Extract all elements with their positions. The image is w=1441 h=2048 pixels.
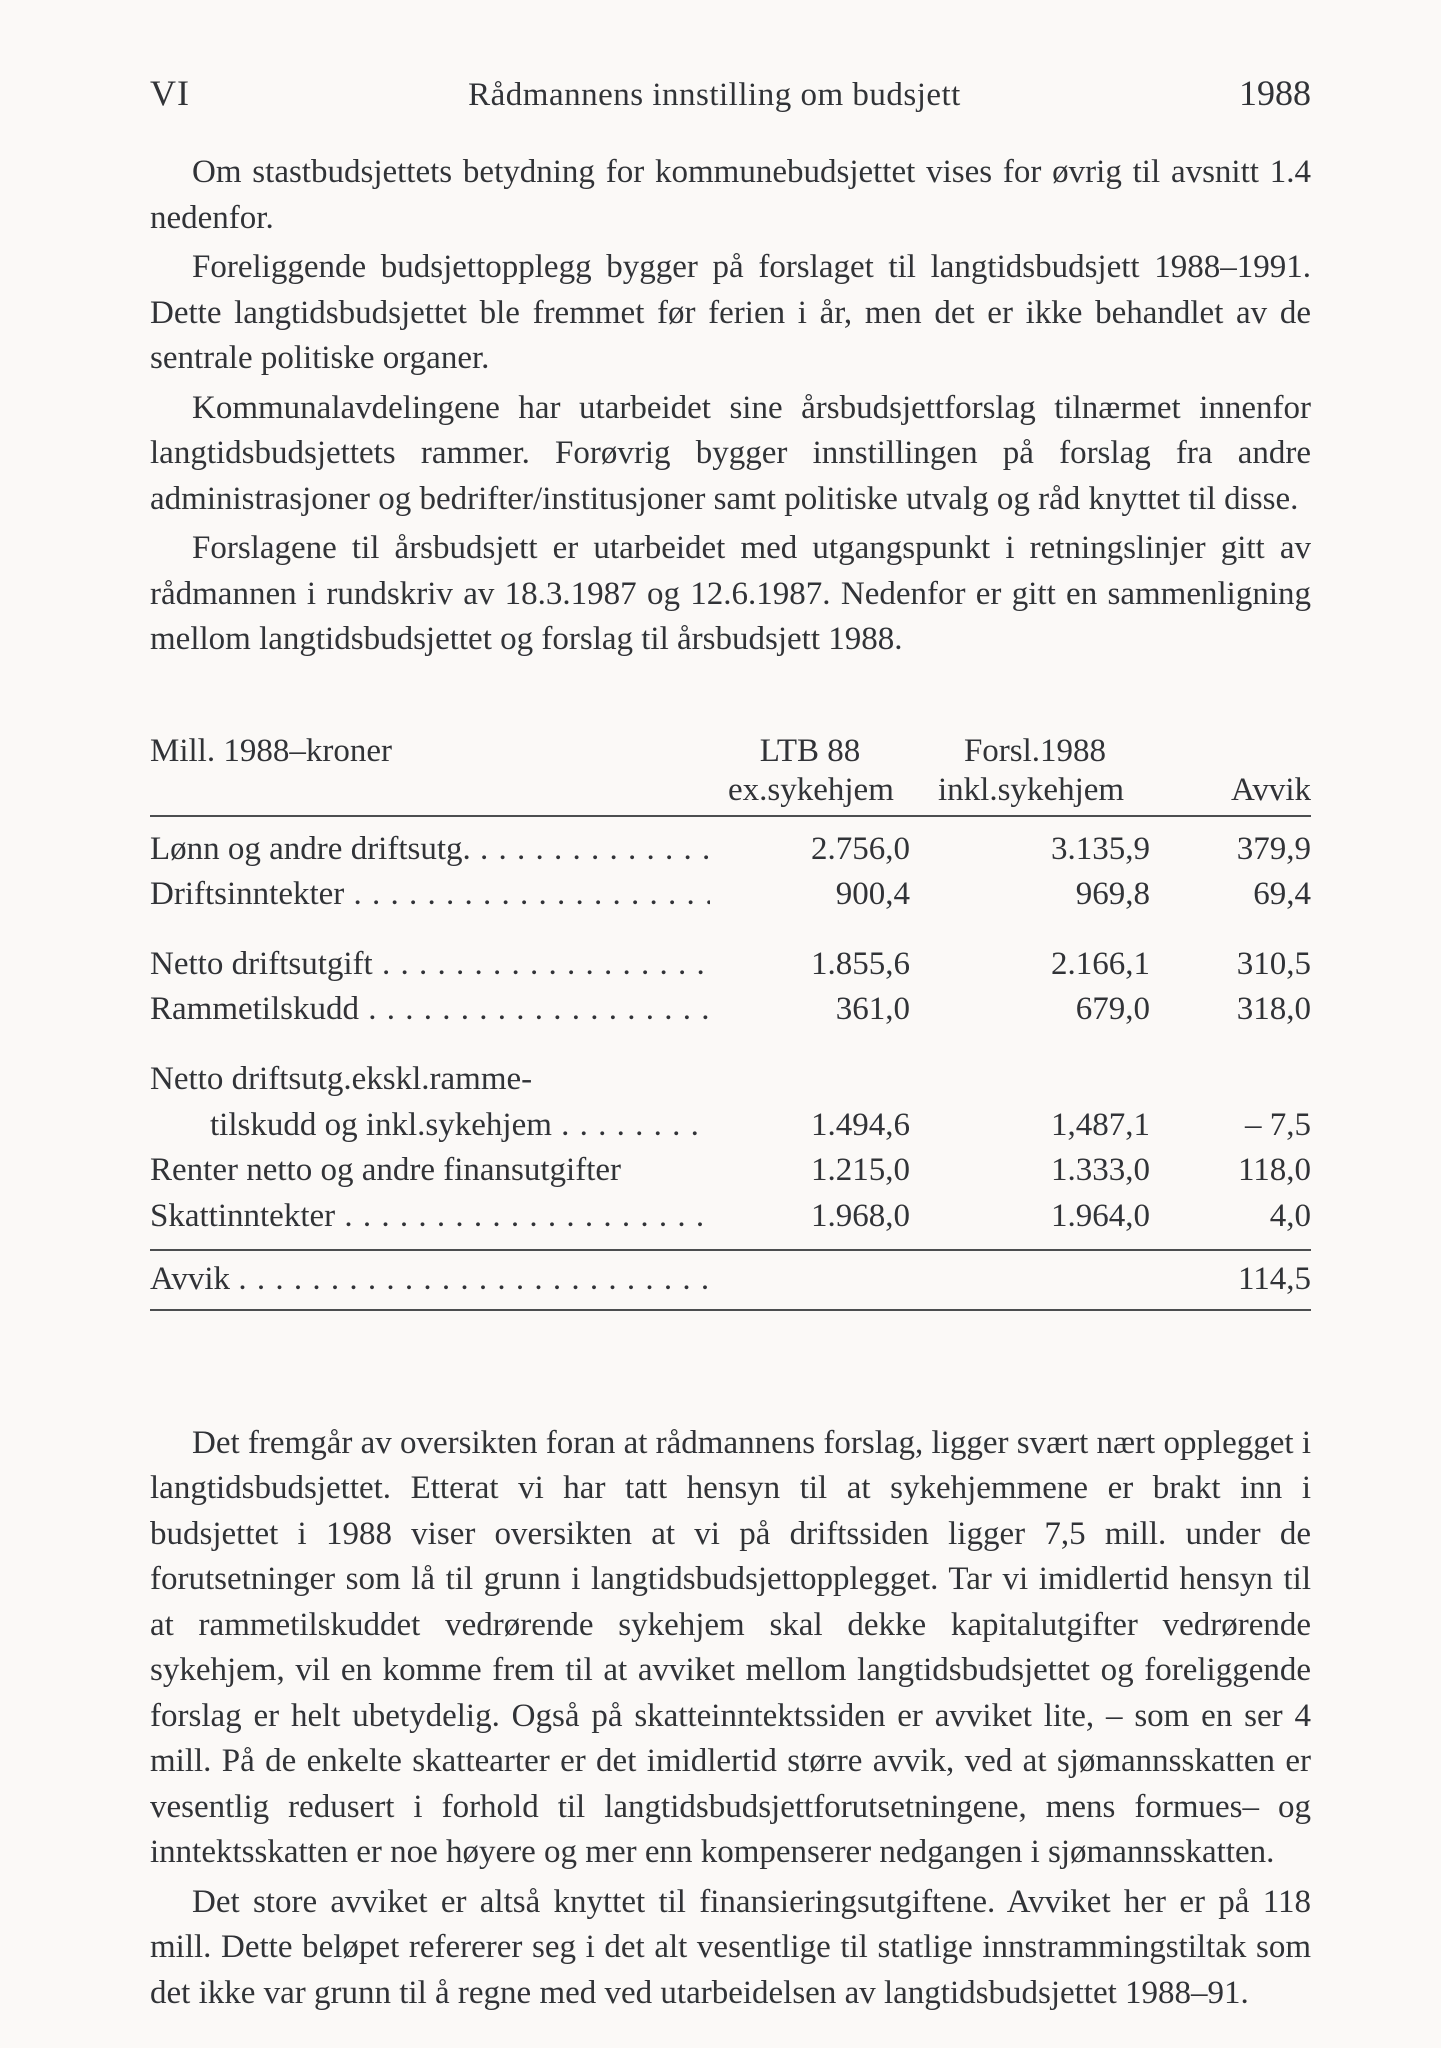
cell-avvik: 318,0 bbox=[1160, 987, 1311, 1033]
cell-ltb: 1.968,0 bbox=[710, 1194, 920, 1240]
footer-a bbox=[710, 1257, 920, 1303]
cell-avvik: 310,5 bbox=[1160, 942, 1311, 988]
cell-ltb bbox=[710, 1057, 920, 1103]
table-footer-row: Avvik 114,5 bbox=[150, 1249, 1311, 1311]
dots bbox=[552, 1107, 710, 1143]
cell-avvik bbox=[1160, 1057, 1311, 1103]
col-exsykehjem: ex.sykehjem bbox=[710, 772, 938, 809]
row-label: Netto driftsutgift bbox=[150, 942, 710, 988]
row-label: Netto driftsutg.ekskl.ramme- bbox=[150, 1057, 710, 1103]
dots bbox=[471, 831, 710, 867]
cell-forsl: 1.333,0 bbox=[920, 1148, 1160, 1194]
document-page: VI Rådmannens innstilling om budsjett 19… bbox=[0, 0, 1441, 2048]
paragraph: Det store avviket er altså knyttet til f… bbox=[150, 1880, 1311, 2017]
footer-c: 114,5 bbox=[1160, 1257, 1311, 1303]
cell-forsl: 3.135,9 bbox=[920, 827, 1160, 873]
table-body: Lønn og andre driftsutg.2.756,03.135,937… bbox=[150, 827, 1311, 1239]
table-row: Netto driftsutg.ekskl.ramme- bbox=[150, 1057, 1311, 1103]
table-row: Rammetilskudd361,0679,0318,0 bbox=[150, 987, 1311, 1033]
paragraph: Foreliggende budsjettopplegg bygger på f… bbox=[150, 245, 1311, 382]
table-group: Netto driftsutgift1.855,62.166,1310,5Ram… bbox=[150, 942, 1311, 1033]
table-caption: Mill. 1988–kroner bbox=[150, 733, 710, 770]
col-inklsykehjem: inkl.sykehjem bbox=[938, 772, 1178, 809]
col-ltb-header: LTB 88 bbox=[710, 733, 920, 770]
paragraph: Det fremgår av oversikten foran at rådma… bbox=[150, 1421, 1311, 1876]
dots bbox=[344, 876, 710, 912]
cell-avvik: – 7,5 bbox=[1160, 1103, 1311, 1149]
col-avvik-header: Avvik bbox=[1178, 772, 1311, 809]
cell-avvik: 4,0 bbox=[1160, 1194, 1311, 1240]
row-label: Skattinntekter bbox=[150, 1194, 710, 1240]
cell-forsl: 679,0 bbox=[920, 987, 1160, 1033]
table-row: Netto driftsutgift1.855,62.166,1310,5 bbox=[150, 942, 1311, 988]
row-label: Lønn og andre driftsutg. bbox=[150, 827, 710, 873]
col-forsl-header: Forsl.1988 bbox=[920, 733, 1160, 770]
footer-dots bbox=[238, 1261, 710, 1297]
cell-ltb: 900,4 bbox=[710, 872, 920, 918]
cell-forsl bbox=[920, 1057, 1160, 1103]
table-row: Skattinntekter1.968,01.964,04,0 bbox=[150, 1194, 1311, 1240]
cell-ltb: 361,0 bbox=[710, 987, 920, 1033]
table-group: Lønn og andre driftsutg.2.756,03.135,937… bbox=[150, 827, 1311, 918]
paragraph: Kommunalavdelingene har utarbeidet sine … bbox=[150, 386, 1311, 523]
table-row: tilskudd og inkl.sykehjem1.494,61,487,1–… bbox=[150, 1103, 1311, 1149]
row-label: Driftsinntekter bbox=[150, 872, 710, 918]
paragraph: Forslagene til årsbudsjett er utarbeidet… bbox=[150, 526, 1311, 663]
top-paragraphs: Om stastbudsjettets betydning for kommun… bbox=[150, 150, 1311, 663]
table-header-row2: ex.sykehjem inkl.sykehjem Avvik bbox=[150, 772, 1311, 817]
cell-forsl: 1,487,1 bbox=[920, 1103, 1160, 1149]
row-label: Rammetilskudd bbox=[150, 987, 710, 1033]
dots bbox=[373, 946, 710, 982]
footer-b bbox=[920, 1257, 1160, 1303]
budget-table: Mill. 1988–kroner LTB 88 Forsl.1988 ex.s… bbox=[150, 733, 1311, 1311]
table-row: Driftsinntekter900,4969,869,4 bbox=[150, 872, 1311, 918]
cell-avvik: 118,0 bbox=[1160, 1148, 1311, 1194]
header-right: 1988 bbox=[1239, 72, 1311, 114]
table-row: Lønn og andre driftsutg.2.756,03.135,937… bbox=[150, 827, 1311, 873]
cell-ltb: 1.855,6 bbox=[710, 942, 920, 988]
paragraph: Om stastbudsjettets betydning for kommun… bbox=[150, 150, 1311, 241]
header-center: Rådmannens innstilling om budsjett bbox=[468, 77, 961, 114]
dots bbox=[335, 1198, 710, 1234]
row-label: tilskudd og inkl.sykehjem bbox=[150, 1103, 710, 1149]
col-avvik-header-blank bbox=[1160, 733, 1311, 770]
row-label: Renter netto og andre finansutgifter bbox=[150, 1148, 710, 1194]
cell-ltb: 1.494,6 bbox=[710, 1103, 920, 1149]
cell-forsl: 1.964,0 bbox=[920, 1194, 1160, 1240]
page-header: VI Rådmannens innstilling om budsjett 19… bbox=[150, 72, 1311, 114]
header-left: VI bbox=[150, 72, 190, 114]
cell-forsl: 2.166,1 bbox=[920, 942, 1160, 988]
table-header-row1: Mill. 1988–kroner LTB 88 Forsl.1988 bbox=[150, 733, 1311, 770]
footer-label: Avvik bbox=[150, 1257, 710, 1303]
table-group: Netto driftsutg.ekskl.ramme-tilskudd og … bbox=[150, 1057, 1311, 1239]
footer-label-text: Avvik bbox=[150, 1261, 230, 1297]
dots bbox=[359, 991, 710, 1027]
cell-avvik: 69,4 bbox=[1160, 872, 1311, 918]
cell-ltb: 1.215,0 bbox=[710, 1148, 920, 1194]
cell-avvik: 379,9 bbox=[1160, 827, 1311, 873]
cell-ltb: 2.756,0 bbox=[710, 827, 920, 873]
table-row: Renter netto og andre finansutgifter1.21… bbox=[150, 1148, 1311, 1194]
cell-forsl: 969,8 bbox=[920, 872, 1160, 918]
bottom-paragraphs: Det fremgår av oversikten foran at rådma… bbox=[150, 1421, 1311, 2017]
